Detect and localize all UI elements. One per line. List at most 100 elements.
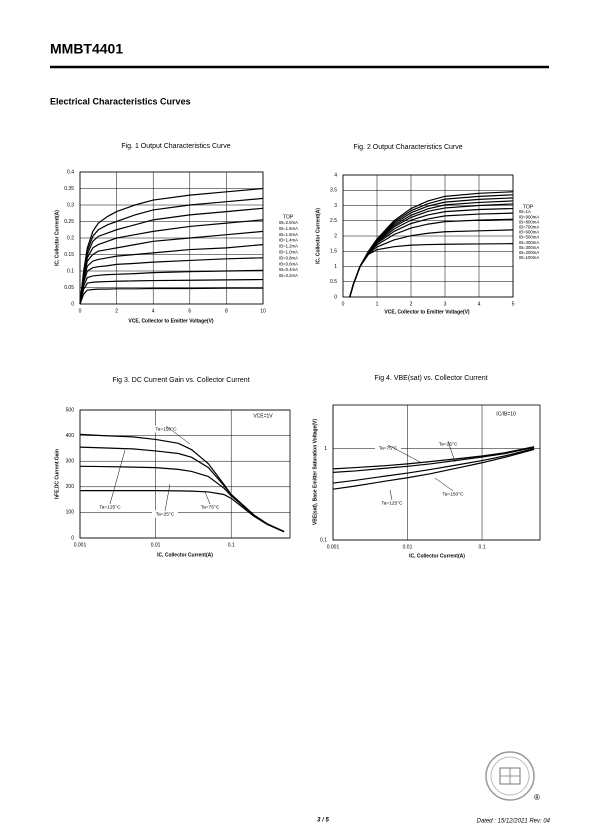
x-tick-label: 2 (115, 308, 118, 314)
doc-title: MMBT4401 (50, 41, 123, 57)
y-tick-label: 0.5 (330, 279, 337, 285)
y-tick-label: 0.1 (67, 268, 74, 274)
series-label: Ta=150°C (442, 491, 464, 497)
x-tick-label: 0.01 (151, 542, 161, 548)
legend-entry: IB=0.8mA (279, 255, 298, 260)
legend-entry: IB=1.0mA (279, 250, 298, 255)
label-bg (153, 425, 179, 433)
legend-entry: IB=500mA (519, 235, 539, 240)
curve (79, 219, 264, 305)
legend-entry: IB=400mA (519, 240, 539, 245)
x-tick-label: 5 (512, 301, 515, 307)
legend-entry: IB=1.8mA (279, 226, 298, 231)
label-leader (434, 477, 454, 492)
legend-entry: IB=1.4mA (279, 238, 298, 243)
curve (349, 243, 514, 298)
x-tick-label: 4 (152, 308, 155, 314)
y-tick-label: 1.5 (330, 249, 337, 255)
series-label: Ta=75°C (201, 504, 220, 510)
label-leader (109, 449, 126, 505)
logo-stamp (485, 751, 535, 801)
label-leader (164, 483, 171, 512)
y-tick-label: 0.1 (320, 537, 327, 543)
curve (80, 490, 285, 533)
x-tick-label: 2 (410, 301, 413, 307)
y-tick-label: 500 (66, 407, 75, 413)
legend-entry: IB=200mA (519, 250, 539, 255)
curve (332, 448, 535, 484)
y-axis-label: VBE(sat), Base Emitter Saturation Voltag… (312, 419, 318, 525)
legend-entry: IB=2.0mA (279, 220, 298, 225)
series-label: Ta=25°C (156, 511, 175, 517)
y-tick-label: 0 (334, 294, 337, 300)
x-axis-label: IC, Collector Current(A) (409, 553, 465, 559)
label-leader (387, 444, 421, 463)
curve (332, 448, 535, 490)
legend-entry: IB=1.2mA (279, 244, 298, 249)
y-tick-label: 0 (71, 535, 74, 541)
curve (79, 230, 264, 305)
y-tick-label: 3 (334, 203, 337, 209)
x-tick-label: 0.001 (327, 544, 340, 550)
section-title: Electrical Characteristics Curves (50, 96, 191, 106)
label-leader (165, 425, 191, 445)
y-tick-label: 300 (66, 459, 75, 465)
label-bg (97, 503, 123, 511)
legend-entry: IB=700mA (519, 225, 539, 230)
legend-entry: IB=1A (519, 209, 531, 214)
y-tick-label: 0.05 (64, 285, 74, 291)
y-tick-label: 2 (334, 233, 337, 239)
chart-title: Fig 4. VBE(sat) vs. Collector Current (374, 375, 487, 382)
label-bg (152, 510, 178, 518)
x-tick-label: 4 (478, 301, 481, 307)
annotation: VCE=1V (253, 413, 273, 419)
legend-entry: IB=800mA (519, 219, 539, 224)
y-tick-label: 1 (324, 446, 327, 452)
x-tick-label: 0 (79, 308, 82, 314)
label-bg (379, 499, 405, 507)
curve (79, 257, 264, 305)
x-tick-label: 0 (342, 301, 345, 307)
series-label: Ta=125°C (99, 504, 121, 510)
legend-entry: IB=900mA (519, 214, 539, 219)
label-bg (440, 490, 466, 498)
series-label: Ta=125°C (381, 500, 403, 506)
chart-title: Fig. 2 Output Characteristics Curve (353, 144, 462, 151)
y-axis-label: hFE,DC Current Gain (54, 449, 60, 499)
chart-title: Fig. 1 Output Characteristics Curve (121, 143, 230, 150)
label-leader (389, 489, 393, 501)
x-axis-label: VCE, Collector to Emitter Voltage(V) (128, 318, 214, 324)
curve (79, 287, 263, 305)
page-number: 3 / 5 (317, 818, 329, 824)
y-tick-label: 4 (334, 172, 337, 178)
y-tick-label: 2.5 (330, 218, 337, 224)
x-tick-label: 3 (444, 301, 447, 307)
annotation: IC/IB=10 (496, 411, 516, 417)
x-tick-label: 0.01 (403, 544, 413, 550)
legend-entry: IB=600mA (519, 230, 539, 235)
registered-mark: ® (534, 793, 540, 802)
x-axis-label: VCE, Collector to Emitter Voltage(V) (384, 309, 470, 315)
y-tick-label: 100 (66, 510, 75, 516)
curve (332, 446, 535, 470)
legend-entry: IB=1.6mA (279, 232, 298, 237)
y-tick-label: 0.15 (64, 252, 74, 258)
y-tick-label: 200 (66, 484, 75, 490)
y-tick-label: 0.35 (64, 186, 74, 192)
dated: Dated : 15/12/2021 Rev: 04 (477, 819, 551, 825)
legend-entry: IB=0.4mA (279, 267, 298, 272)
label-bg (435, 440, 461, 448)
curve (79, 278, 264, 305)
y-tick-label: 0.2 (67, 235, 74, 241)
label-bg (197, 503, 223, 511)
legend-title: TOP (523, 204, 534, 210)
x-tick-label: 10 (260, 308, 266, 314)
x-axis-label: IC, Collector Current(A) (157, 552, 213, 558)
y-axis-label: IC, Collector Current(A) (54, 210, 60, 266)
legend-entry: IB=100mA (519, 255, 539, 260)
x-tick-label: 0.1 (228, 542, 235, 548)
label-leader (447, 440, 456, 463)
curve (79, 244, 264, 305)
